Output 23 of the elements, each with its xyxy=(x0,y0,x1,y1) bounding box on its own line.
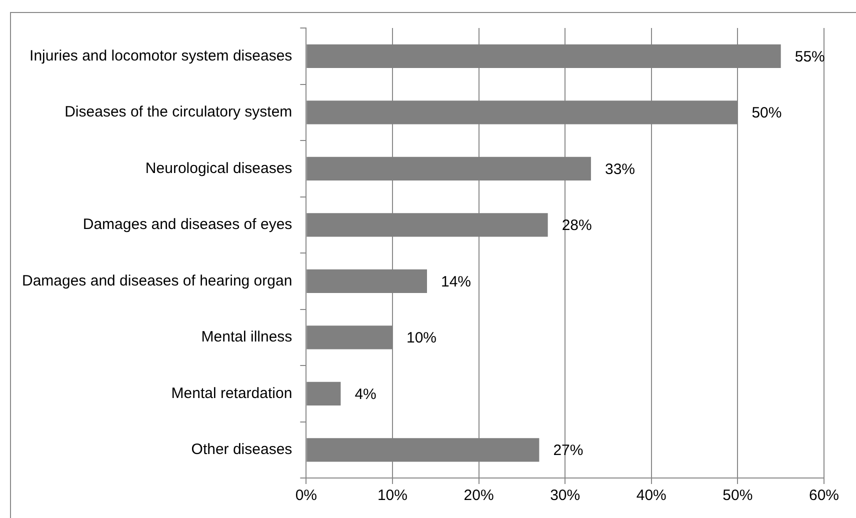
y-tick-label: Diseases of the circulatory system xyxy=(64,104,292,121)
data-label: 33% xyxy=(604,160,636,178)
data-label: 4% xyxy=(354,386,376,403)
data-label: 27% xyxy=(553,442,584,460)
y-tick-label: Mental illness xyxy=(201,328,292,346)
x-tick-label: 20% xyxy=(464,487,494,504)
y-tick-label: Damages and diseases of hearing organ xyxy=(22,272,292,290)
data-label: 55% xyxy=(794,48,825,66)
x-tick-label: 0% xyxy=(295,487,318,504)
y-tick-label: Neurological diseases xyxy=(145,160,292,177)
y-tick-label: Injuries and locomotor system diseases xyxy=(30,47,292,64)
x-tick-label: 40% xyxy=(636,487,666,504)
data-label: 10% xyxy=(406,330,437,347)
x-tick-label: 30% xyxy=(550,487,580,504)
x-tick-label: 60% xyxy=(808,487,840,504)
y-tick-label: Mental retardation xyxy=(171,384,292,402)
data-label: 14% xyxy=(441,273,472,290)
x-tick-label: 50% xyxy=(722,487,753,504)
x-tick-label: 10% xyxy=(377,487,408,504)
data-label: 28% xyxy=(562,217,592,234)
data-label: 50% xyxy=(752,104,782,122)
y-tick-label: Other diseases xyxy=(191,441,292,458)
y-tick-label: Damages and diseases of eyes xyxy=(82,216,292,234)
